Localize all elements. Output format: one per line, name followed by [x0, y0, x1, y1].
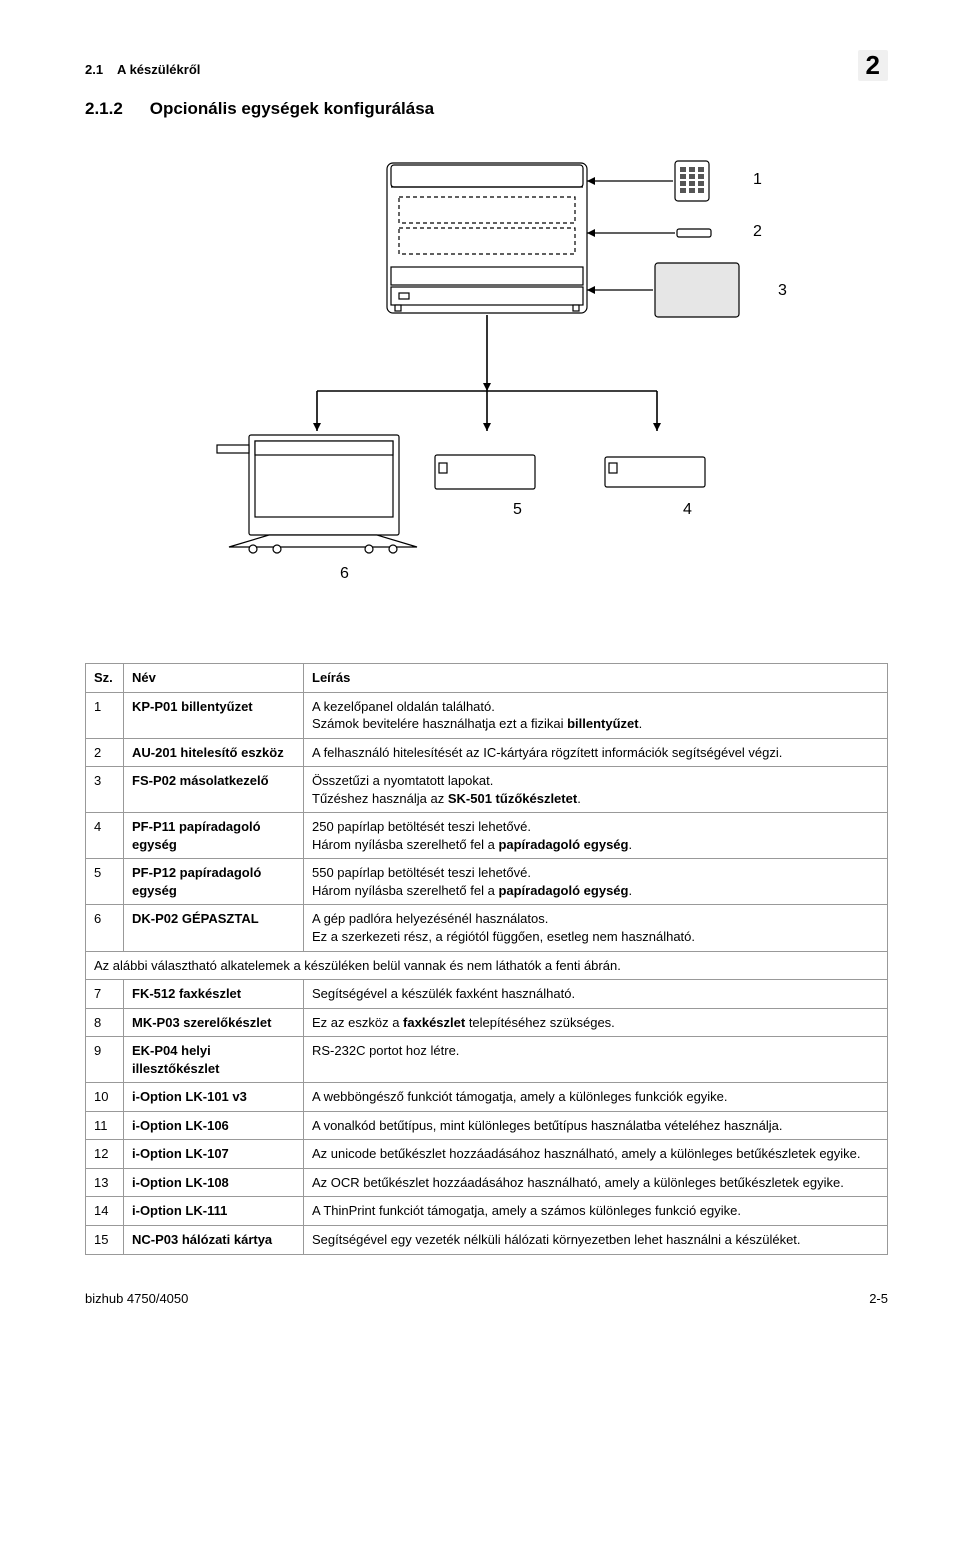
subsection-heading: 2.1.2 Opcionális egységek konfigurálása: [85, 99, 888, 119]
cell-nev: MK-P03 szerelőkészlet: [124, 1008, 304, 1037]
cell-nev: DK-P02 GÉPASZTAL: [124, 905, 304, 951]
header-section-num: 2.1: [85, 62, 103, 77]
table-row: 14i-Option LK-111A ThinPrint funkciót tá…: [86, 1197, 888, 1226]
cell-leiras: 550 papírlap betöltését teszi lehetővé.H…: [304, 859, 888, 905]
printer-body-icon: [387, 163, 587, 313]
cell-nev: i-Option LK-111: [124, 1197, 304, 1226]
table-row: 4PF-P11 papíradagoló egység250 papírlap …: [86, 813, 888, 859]
cell-leiras: A ThinPrint funkciót támogatja, amely a …: [304, 1197, 888, 1226]
page-header: 2.1 A készülékről 2: [85, 50, 888, 81]
cell-nev: i-Option LK-101 v3: [124, 1083, 304, 1112]
table-row: 7FK-512 faxkészletSegítségével a készülé…: [86, 980, 888, 1009]
table-row: 15NC-P03 hálózati kártyaSegítségével egy…: [86, 1226, 888, 1255]
cell-nev: EK-P04 helyi illesztőkészlet: [124, 1037, 304, 1083]
cell-sz: 11: [86, 1111, 124, 1140]
cell-nev: KP-P01 billentyűzet: [124, 692, 304, 738]
cell-leiras: Összetűzi a nyomtatott lapokat.Tűzéshez …: [304, 767, 888, 813]
cell-leiras: A kezelőpanel oldalán található.Számok b…: [304, 692, 888, 738]
cell-sz: 2: [86, 738, 124, 767]
table-row: 12i-Option LK-107Az unicode betűkészlet …: [86, 1140, 888, 1169]
cell-sz: 7: [86, 980, 124, 1009]
table-row: 5PF-P12 papíradagoló egység550 papírlap …: [86, 859, 888, 905]
subsection-num: 2.1.2: [85, 99, 145, 119]
table-row: 10i-Option LK-101 v3A webböngésző funkci…: [86, 1083, 888, 1112]
section-ref: 2.1 A készülékről: [85, 62, 200, 77]
spanning-note: Az alábbi választható alkatelemek a kész…: [86, 951, 888, 980]
footer-model: bizhub 4750/4050: [85, 1291, 188, 1306]
callout-3: 3: [778, 282, 787, 300]
cell-sz: 9: [86, 1037, 124, 1083]
table-row: 9EK-P04 helyi illesztőkészletRS-232C por…: [86, 1037, 888, 1083]
cell-sz: 1: [86, 692, 124, 738]
cell-sz: 12: [86, 1140, 124, 1169]
cell-leiras: A webböngésző funkciót támogatja, amely …: [304, 1083, 888, 1112]
footer-page: 2-5: [869, 1291, 888, 1306]
cell-sz: 5: [86, 859, 124, 905]
cell-sz: 8: [86, 1008, 124, 1037]
table-row: Az alábbi választható alkatelemek a kész…: [86, 951, 888, 980]
subsection-title: Opcionális egységek konfigurálása: [150, 99, 434, 118]
cell-leiras: Ez az eszköz a faxkészlet telepítéséhez …: [304, 1008, 888, 1037]
cell-leiras: Az OCR betűkészlet hozzáadásához használ…: [304, 1168, 888, 1197]
paper-unit-4-icon: [605, 457, 705, 487]
cell-leiras: A gép padlóra helyezésénél használatos.E…: [304, 905, 888, 951]
table-row: 3FS-P02 másolatkezelőÖsszetűzi a nyomtat…: [86, 767, 888, 813]
th-sz: Sz.: [86, 664, 124, 693]
table-row: 6DK-P02 GÉPASZTALA gép padlóra helyezésé…: [86, 905, 888, 951]
table-row: 13i-Option LK-108Az OCR betűkészlet hozz…: [86, 1168, 888, 1197]
header-section-title: A készülékről: [117, 62, 200, 77]
cell-nev: PF-P11 papíradagoló egység: [124, 813, 304, 859]
cell-leiras: A vonalkód betűtípus, mint különleges be…: [304, 1111, 888, 1140]
cell-leiras: Segítségével a készülék faxként használh…: [304, 980, 888, 1009]
th-leiras: Leírás: [304, 664, 888, 693]
page-footer: bizhub 4750/4050 2-5: [85, 1291, 888, 1306]
paper-unit-5-icon: [435, 455, 535, 489]
callout-2: 2: [753, 223, 762, 241]
callout-4: 4: [683, 501, 692, 519]
keypad-icon: [587, 161, 709, 201]
cell-sz: 15: [86, 1226, 124, 1255]
finisher-icon: [587, 263, 739, 317]
th-nev: Név: [124, 664, 304, 693]
cell-nev: i-Option LK-108: [124, 1168, 304, 1197]
cell-leiras: 250 papírlap betöltését teszi lehetővé.H…: [304, 813, 888, 859]
cell-sz: 10: [86, 1083, 124, 1112]
table-row: 1KP-P01 billentyűzetA kezelőpanel oldalá…: [86, 692, 888, 738]
chapter-number: 2: [858, 50, 888, 81]
table-row: 11i-Option LK-106A vonalkód betűtípus, m…: [86, 1111, 888, 1140]
cell-leiras: Az unicode betűkészlet hozzáadásához has…: [304, 1140, 888, 1169]
callout-6: 6: [340, 565, 349, 583]
cell-sz: 3: [86, 767, 124, 813]
cell-nev: PF-P12 papíradagoló egység: [124, 859, 304, 905]
parts-table: Sz. Név Leírás 1KP-P01 billentyűzetA kez…: [85, 663, 888, 1255]
table-row: 8MK-P03 szerelőkészletEz az eszköz a fax…: [86, 1008, 888, 1037]
cell-nev: NC-P03 hálózati kártya: [124, 1226, 304, 1255]
cell-sz: 13: [86, 1168, 124, 1197]
cell-sz: 14: [86, 1197, 124, 1226]
table-row: 2AU-201 hitelesítő eszközA felhasználó h…: [86, 738, 888, 767]
desk-icon: [217, 435, 417, 553]
cell-leiras: A felhasználó hitelesítését az IC-kártyá…: [304, 738, 888, 767]
cell-nev: i-Option LK-106: [124, 1111, 304, 1140]
auth-unit-icon: [587, 229, 711, 237]
table-header-row: Sz. Név Leírás: [86, 664, 888, 693]
cell-nev: FS-P02 másolatkezelő: [124, 767, 304, 813]
cell-nev: FK-512 faxkészlet: [124, 980, 304, 1009]
diagram-svg: [177, 143, 797, 633]
callout-1: 1: [753, 171, 762, 189]
cell-leiras: RS-232C portot hoz létre.: [304, 1037, 888, 1083]
cell-nev: AU-201 hitelesítő eszköz: [124, 738, 304, 767]
cell-nev: i-Option LK-107: [124, 1140, 304, 1169]
cell-sz: 6: [86, 905, 124, 951]
cell-sz: 4: [86, 813, 124, 859]
device-diagram: 1 2 3 4 5 6: [85, 143, 888, 633]
callout-5: 5: [513, 501, 522, 519]
cell-leiras: Segítségével egy vezeték nélküli hálózat…: [304, 1226, 888, 1255]
